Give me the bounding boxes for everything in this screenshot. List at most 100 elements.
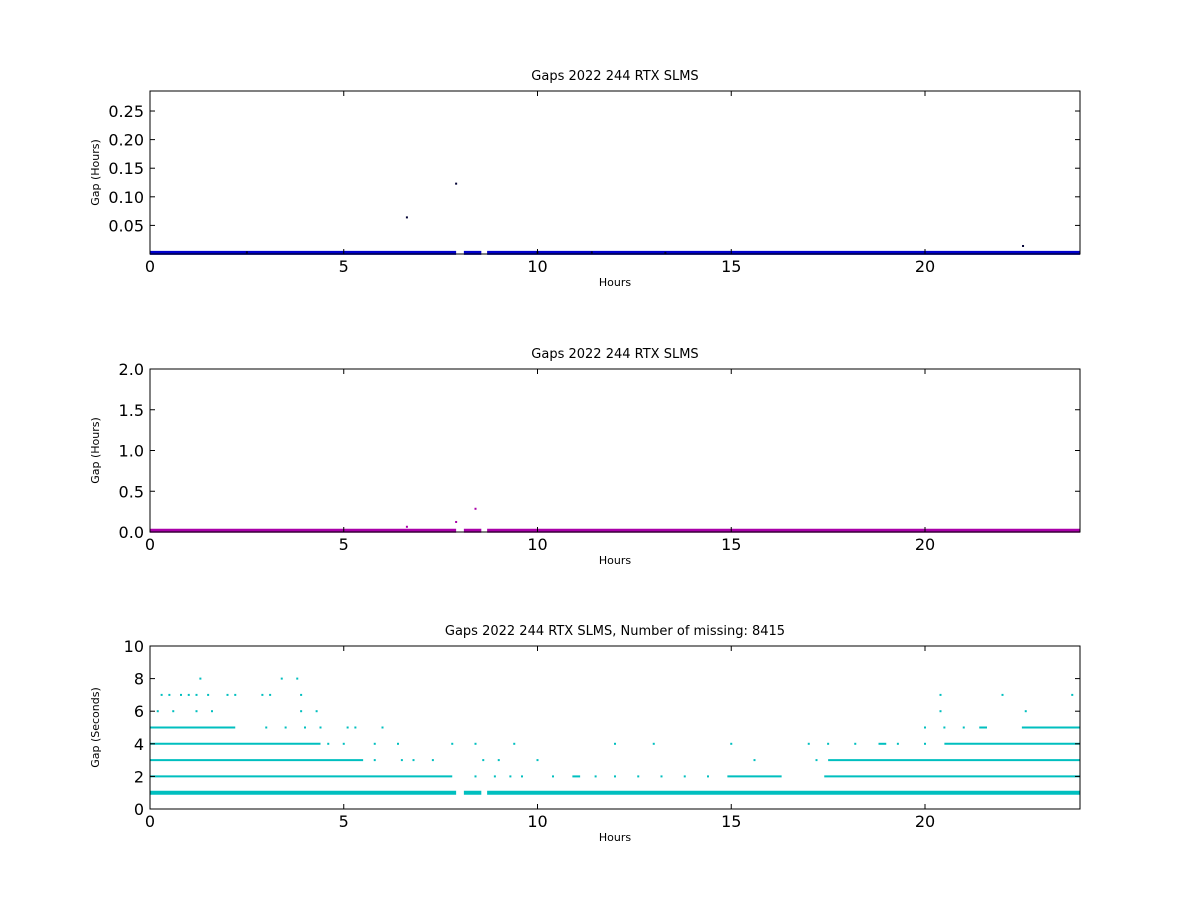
data-point — [226, 693, 229, 696]
y-tick-label: 2.0 — [119, 360, 144, 379]
data-point — [815, 759, 818, 762]
x-tick-label: 5 — [339, 257, 349, 276]
y-tick-label: 0.05 — [108, 216, 144, 235]
data-point — [373, 759, 376, 762]
y-tick-label: 10 — [124, 637, 144, 656]
x-tick-label: 15 — [721, 812, 741, 831]
data-point — [513, 742, 516, 745]
data-point — [315, 710, 318, 713]
data-point — [521, 775, 523, 778]
data-point — [474, 775, 477, 778]
x-tick-label: 20 — [915, 535, 935, 554]
data-point — [160, 693, 163, 696]
data-point — [1071, 693, 1074, 696]
x-tick-label: 10 — [527, 535, 547, 554]
y-tick-label: 4 — [134, 735, 144, 754]
data-point — [730, 742, 733, 745]
x-axis-label: Hours — [599, 276, 631, 289]
data-point — [807, 742, 810, 745]
data-point — [342, 742, 345, 745]
data-point — [373, 742, 376, 745]
x-axis-label: Hours — [599, 554, 631, 567]
y-tick-label: 0.5 — [119, 482, 144, 501]
y-tick-label: 0.25 — [108, 102, 144, 121]
data-point — [397, 742, 399, 745]
data-point — [614, 742, 616, 745]
data-point — [180, 693, 182, 696]
y-tick-label: 0.0 — [119, 523, 144, 542]
data-point — [280, 677, 283, 680]
data-point — [683, 775, 686, 778]
x-axis-label: Hours — [599, 831, 631, 844]
y-tick-label: 0.15 — [108, 159, 144, 178]
data-point — [405, 216, 408, 219]
data-point — [664, 251, 667, 254]
data-point — [431, 759, 434, 762]
y-axis-label: Gap (Hours) — [89, 417, 102, 484]
y-tick-label: 0 — [134, 800, 144, 819]
y-tick-label: 1.0 — [119, 442, 144, 461]
data-point — [234, 693, 237, 696]
x-tick-label: 0 — [145, 535, 155, 554]
data-point — [346, 726, 349, 729]
panel-gap-seconds-cyan: Gaps 2022 244 RTX SLMS, Number of missin… — [89, 624, 1081, 844]
data-point — [300, 693, 303, 696]
data-point — [1024, 710, 1027, 713]
data-point — [195, 693, 198, 696]
data-point — [924, 742, 926, 745]
data-point — [207, 693, 210, 696]
y-tick-label: 2 — [134, 767, 144, 786]
data-point — [854, 742, 857, 745]
data-point — [195, 710, 198, 713]
data-point — [412, 759, 415, 762]
x-tick-label: 20 — [915, 812, 935, 831]
data-point — [939, 693, 942, 696]
data-point — [474, 742, 477, 745]
y-tick-label: 0.10 — [108, 188, 144, 207]
data-point — [455, 182, 458, 185]
data-point — [482, 759, 485, 762]
chart-title: Gaps 2022 244 RTX SLMS — [531, 347, 698, 362]
data-series — [150, 677, 1080, 795]
data-point — [924, 726, 926, 729]
data-point — [660, 775, 663, 778]
data-point — [614, 775, 616, 778]
data-point — [536, 759, 539, 762]
data-point — [400, 759, 403, 762]
x-tick-label: 10 — [527, 812, 547, 831]
panel-gap-hours-blue: Gaps 2022 244 RTX SLMS Hours Gap (Hours) 0 5… — [89, 69, 1081, 289]
data-point — [354, 726, 357, 729]
data-point — [172, 710, 175, 713]
data-point — [590, 251, 593, 254]
data-point — [962, 726, 965, 729]
x-tick-label: 0 — [145, 257, 155, 276]
data-point — [265, 726, 268, 729]
data-point — [304, 726, 306, 729]
x-tick-label: 5 — [339, 535, 349, 554]
data-point — [381, 726, 384, 729]
data-point — [707, 775, 709, 778]
data-point — [269, 693, 272, 696]
data-point — [284, 726, 287, 729]
y-tick-label: 6 — [134, 702, 144, 721]
x-tick-label: 0 — [145, 812, 155, 831]
data-point — [827, 742, 830, 745]
data-point — [753, 759, 756, 762]
data-point — [552, 775, 554, 778]
data-point — [455, 520, 458, 523]
data-point — [168, 693, 171, 696]
x-tick-label: 15 — [721, 535, 741, 554]
chart-title: Gaps 2022 244 RTX SLMS — [531, 69, 698, 84]
plot-frame — [149, 645, 1081, 810]
data-point — [943, 726, 946, 729]
data-point — [451, 742, 454, 745]
data-point — [300, 710, 303, 713]
data-point — [156, 710, 159, 713]
x-tick-label: 10 — [527, 257, 547, 276]
data-point — [261, 693, 264, 696]
data-point — [211, 710, 213, 713]
data-series — [150, 182, 1080, 255]
panel-gap-hours-magenta: Gaps 2022 244 RTX SLMS Hours Gap (Hours) 0 5… — [89, 347, 1081, 567]
data-point — [637, 775, 640, 778]
